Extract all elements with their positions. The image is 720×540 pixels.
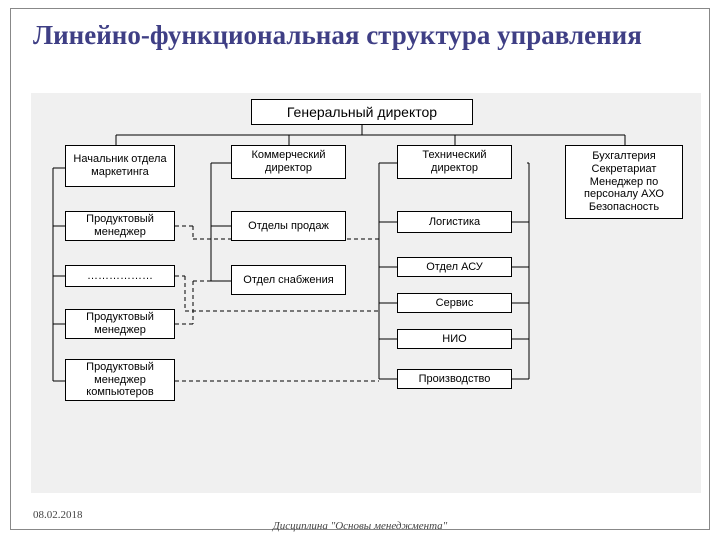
node-pm1: Продуктовый менеджер (65, 211, 175, 241)
node-op: Отделы продаж (231, 211, 346, 241)
node-td: Технический директор (397, 145, 512, 179)
node-gd: Генеральный директор (251, 99, 473, 125)
node-dots: ……………… (65, 265, 175, 287)
node-pm2: Продуктовый менеджер (65, 309, 175, 339)
node-asu: Отдел АСУ (397, 257, 512, 277)
node-os: Отдел снабжения (231, 265, 346, 295)
slide-title: Линейно-функциональная структура управле… (33, 21, 693, 51)
node-prod: Производство (397, 369, 512, 389)
diagram-area: Генеральный директор Начальник отдела мар… (31, 93, 701, 493)
node-kd: Коммерческий директор (231, 145, 346, 179)
node-srv: Сервис (397, 293, 512, 313)
slide-frame: Линейно-функциональная структура управле… (10, 8, 710, 530)
node-nio: НИО (397, 329, 512, 349)
node-nm: Начальник отдела маркетинга (65, 145, 175, 187)
node-log: Логистика (397, 211, 512, 233)
node-pmk: Продуктовый менеджер компьютеров (65, 359, 175, 401)
footer-center: Дисциплина "Основы менеджмента" (0, 520, 720, 532)
node-bsm: Бухгалтерия Секретариат Менеджер по перс… (565, 145, 683, 219)
